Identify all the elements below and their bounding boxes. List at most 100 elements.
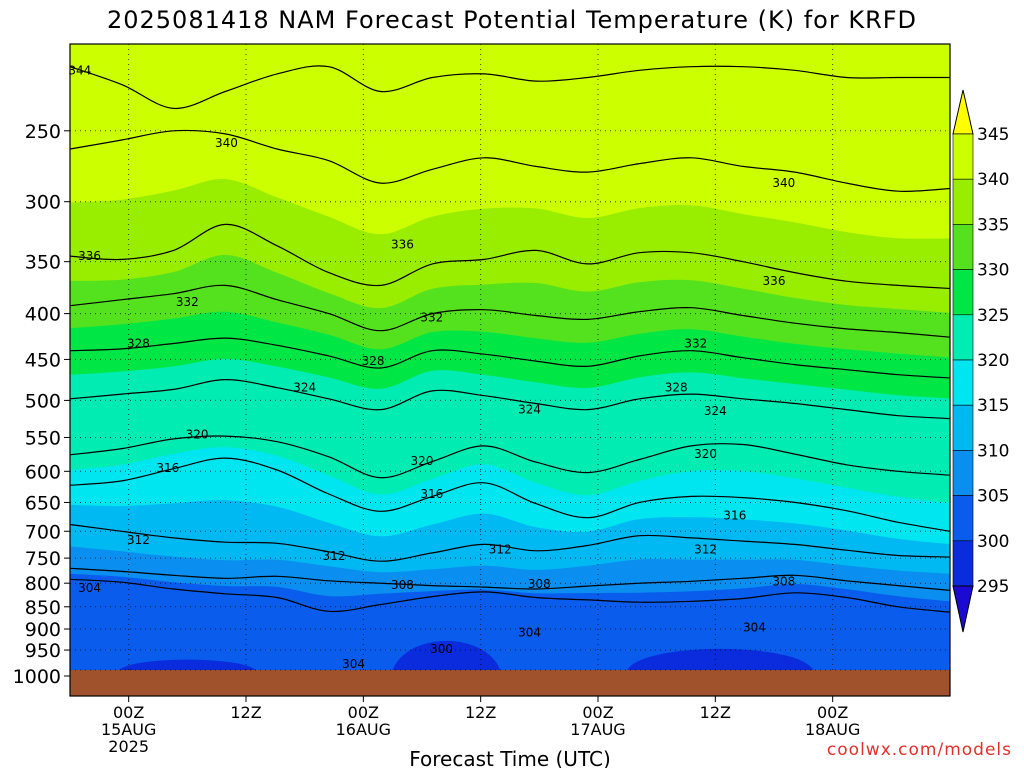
contour-label: 344 bbox=[68, 63, 91, 77]
x-tick-label: 17AUG bbox=[570, 720, 625, 739]
contour-label: 320 bbox=[186, 428, 209, 442]
y-tick-label: 400 bbox=[25, 304, 61, 326]
contour-label: 320 bbox=[411, 454, 434, 468]
y-tick-label: 850 bbox=[25, 597, 61, 619]
contour-336 bbox=[69, 223, 951, 290]
contour-label: 316 bbox=[420, 487, 443, 501]
theta-band-340 bbox=[70, 44, 950, 192]
colorbar-bottom-arrow bbox=[952, 585, 974, 633]
colorbar-swatch bbox=[952, 224, 974, 270]
colorbar-top-arrow bbox=[952, 89, 974, 135]
contour-label: 332 bbox=[684, 337, 707, 351]
colorbar-swatch bbox=[952, 133, 974, 180]
contour-308 bbox=[69, 567, 951, 591]
contour-label: 320 bbox=[694, 447, 717, 461]
y-tick-label: 800 bbox=[25, 573, 61, 595]
ground-surface bbox=[70, 670, 950, 696]
y-tick-label: 550 bbox=[25, 427, 61, 449]
contour-320 bbox=[69, 435, 951, 479]
colorbar-label: 305 bbox=[977, 487, 1009, 507]
y-tick-label: 900 bbox=[25, 619, 61, 641]
contour-324 bbox=[69, 378, 951, 420]
y-tick-label: 500 bbox=[25, 390, 61, 412]
contour-316 bbox=[69, 457, 951, 532]
colorbar-label: 315 bbox=[977, 396, 1009, 416]
contour-344 bbox=[69, 65, 950, 110]
contour-label: 328 bbox=[665, 381, 688, 395]
colorbar: 345 340 335 330 325 320 315 310 305 300 295 bbox=[952, 89, 1009, 633]
colorbar-swatch bbox=[952, 269, 974, 316]
contour-label: 328 bbox=[362, 354, 385, 368]
contour-label: 340 bbox=[772, 176, 795, 190]
colorbar-label: 335 bbox=[977, 215, 1009, 235]
contour-label: 316 bbox=[156, 461, 179, 475]
contour-label: 336 bbox=[78, 249, 101, 263]
y-tick-label: 300 bbox=[25, 192, 61, 214]
colorbar-swatch bbox=[952, 404, 974, 451]
colorbar-label: 300 bbox=[977, 532, 1009, 552]
contour-label: 316 bbox=[723, 508, 746, 522]
contour-label: 328 bbox=[127, 337, 150, 351]
contour-312 bbox=[69, 523, 951, 562]
x-tick-label: 12Z bbox=[230, 703, 261, 722]
y-tick-label: 450 bbox=[25, 349, 61, 371]
contour-304 bbox=[69, 578, 951, 613]
contour-label: 308 bbox=[528, 577, 551, 591]
credit-text: coolwx.com/models bbox=[827, 740, 1012, 760]
plot-frame bbox=[69, 43, 951, 697]
x-tick-label: 12Z bbox=[700, 703, 731, 722]
x-tick-label: 00Z bbox=[582, 703, 613, 722]
contour-label: 336 bbox=[763, 274, 786, 288]
y-tick-label: 650 bbox=[25, 492, 61, 514]
colorbar-label: 310 bbox=[977, 441, 1009, 461]
contour-label: 312 bbox=[323, 549, 346, 563]
contour-label: 304 bbox=[518, 625, 541, 639]
x-tick-label: 2025 bbox=[108, 737, 149, 756]
y-tick-label: 600 bbox=[25, 461, 61, 483]
theta-band-344 bbox=[70, 44, 950, 109]
contour-340 bbox=[69, 129, 951, 192]
colorbar-swatch bbox=[952, 495, 974, 542]
x-tick-label: 00Z bbox=[348, 703, 379, 722]
contour-label: 332 bbox=[420, 310, 443, 324]
x-tick-label: 18AUG bbox=[805, 720, 860, 739]
contour-label: 308 bbox=[772, 574, 795, 588]
colorbar-label: 330 bbox=[977, 261, 1009, 281]
contour-label: 332 bbox=[176, 295, 199, 309]
contour-label: 340 bbox=[215, 136, 238, 150]
x-tick-label: 12Z bbox=[465, 703, 496, 722]
contour-332 bbox=[69, 284, 951, 338]
x-tick-label: 15AUG bbox=[101, 720, 156, 739]
colorbar-label: 295 bbox=[977, 577, 1009, 597]
contour-label: 300 bbox=[430, 642, 453, 656]
chart-title: 2025081418 NAM Forecast Potential Temper… bbox=[107, 6, 917, 34]
contour-328 bbox=[69, 337, 951, 379]
y-tick-label: 350 bbox=[25, 252, 61, 274]
x-tick-label: 16AUG bbox=[336, 720, 391, 739]
contour-label: 312 bbox=[489, 543, 512, 557]
contour-lines: 344 340 340 336 336 336 332 332 332 328 328 328 324 3… bbox=[68, 63, 951, 671]
contour-label: 324 bbox=[704, 404, 727, 418]
contour-label: 312 bbox=[694, 543, 717, 557]
contour-label: 304 bbox=[78, 581, 101, 595]
y-tick-label: 750 bbox=[25, 548, 61, 570]
y-tick-label: 950 bbox=[25, 640, 61, 662]
y-tick-label: 250 bbox=[25, 121, 61, 143]
y-tick-label: 700 bbox=[25, 521, 61, 543]
colorbar-swatch bbox=[952, 540, 974, 587]
y-tick-label: 1000 bbox=[13, 666, 61, 688]
colorbar-label: 320 bbox=[977, 351, 1009, 371]
contour-label: 304 bbox=[743, 620, 766, 634]
colorbar-swatch bbox=[952, 359, 974, 406]
colorbar-swatch bbox=[952, 450, 974, 496]
x-axis-label: Forecast Time (UTC) bbox=[409, 747, 611, 768]
axes: 2503003504004505005506006507007508008509… bbox=[13, 43, 951, 756]
colorbar-swatch bbox=[952, 314, 974, 361]
contour-label: 336 bbox=[391, 238, 414, 252]
contour-label: 324 bbox=[293, 381, 316, 395]
colorbar-swatch bbox=[952, 178, 974, 225]
contour-label: 308 bbox=[391, 578, 414, 592]
colorbar-label: 340 bbox=[977, 170, 1009, 190]
x-tick-label: 00Z bbox=[817, 703, 848, 722]
